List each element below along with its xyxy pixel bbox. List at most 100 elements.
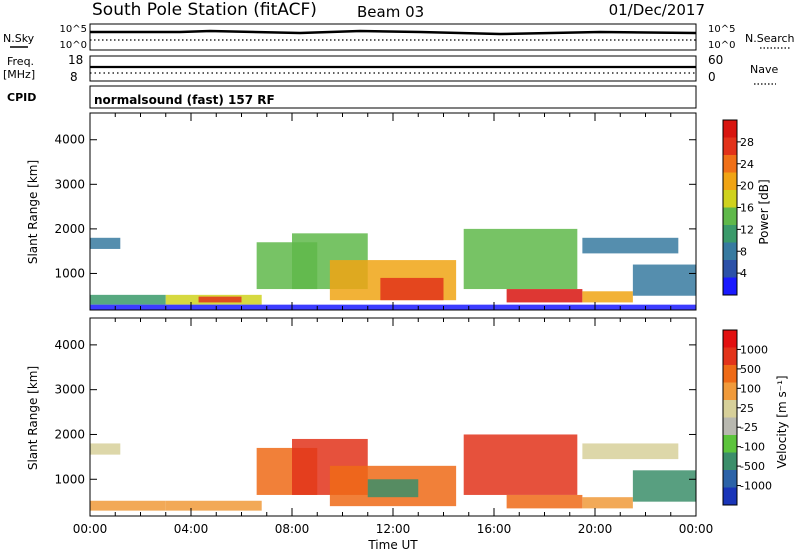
power-colorbar: 28 24 20 16 12 8 4 [722, 119, 754, 296]
colorbar-tick-label: -1000 [740, 480, 772, 493]
power-echo-block [90, 294, 166, 305]
colorbar-tick-label: 16 [740, 202, 754, 215]
time-tick-label: 00:00 [679, 522, 714, 536]
colorbar-tick-label: -25 [740, 421, 758, 434]
power-echo-block [582, 237, 679, 254]
velocity-echo-block [582, 443, 679, 460]
colorbar-tick-label: 24 [740, 158, 754, 171]
colorbar-tick-label: 20 [740, 180, 754, 193]
velocity-echo-block [367, 479, 419, 498]
velocity-ytick-label: 1000 [54, 472, 85, 486]
colorbar-swatch [723, 207, 737, 226]
colorbar-tick-label: 8 [740, 245, 747, 258]
nsearch-label: N.Search [745, 32, 795, 45]
colorbar-swatch [723, 400, 737, 418]
velocity-echo-block [506, 494, 583, 509]
velocity-ylabel: Slant Range [km] [26, 366, 40, 470]
date-label: 01/Dec/2017 [609, 1, 705, 19]
power-echo-block [506, 289, 583, 303]
velocity-panel: 4000 3000 2000 1000 Slant Range [km] [26, 317, 697, 517]
colorbar-swatch [723, 470, 737, 488]
cpid-panel: CPID normalsound (fast) 157 RF [7, 85, 697, 109]
nave-tick-bottom: 0 [708, 70, 716, 84]
power-ytick-label: 4000 [54, 133, 85, 147]
velocity-colorbar-label: Velocity [m s⁻¹] [775, 375, 789, 468]
nsky-label: N.Sky [3, 32, 35, 45]
freq-unit: [MHz] [3, 68, 35, 81]
colorbar-swatch [723, 487, 737, 506]
colorbar-swatch [723, 155, 737, 173]
freq-label: Freq. [7, 55, 34, 68]
nsearch-tick-top: 10^5 [708, 24, 735, 35]
nsky-tick-bottom: 10^0 [60, 40, 87, 51]
velocity-echo-block [90, 443, 121, 455]
velocity-echo-block [632, 470, 696, 502]
colorbar-swatch [723, 365, 737, 383]
colorbar-tick-label: 500 [740, 363, 761, 376]
station-title: South Pole Station (fitACF) [92, 0, 317, 20]
freq-panel: Freq. [MHz] 18 8 60 0 Nave [3, 53, 778, 85]
colorbar-frame [722, 329, 738, 506]
power-ytick-label: 2000 [54, 222, 85, 236]
velocity-ytick-label: 4000 [54, 338, 85, 352]
colorbar-swatch [723, 242, 737, 261]
velocity-ytick-label: 2000 [54, 427, 85, 441]
power-panel: 4000 3000 2000 1000 Slant Range [km] [26, 112, 697, 311]
time-axis-label: Time UT [367, 538, 418, 552]
colorbar-tick-label: 100 [740, 382, 761, 395]
colorbar-swatch [723, 225, 737, 243]
power-echo-block [90, 237, 121, 249]
colorbar-swatch [723, 435, 737, 453]
time-tick-label: 04:00 [174, 522, 209, 536]
time-tick-label: 00:00 [73, 522, 108, 536]
cpid-label: CPID [7, 91, 36, 104]
velocity-echo-block [582, 497, 633, 509]
colorbar-swatch [723, 277, 737, 296]
nsky-panel: N.Sky 10^5 10^0 10^5 10^0 N.Search [3, 23, 795, 51]
colorbar-swatch [723, 347, 737, 366]
colorbar-swatch [723, 260, 737, 278]
beam-label: Beam 03 [357, 3, 424, 21]
power-echo-block [198, 296, 242, 303]
colorbar-swatch [723, 330, 737, 348]
freq-tick-top: 18 [68, 53, 83, 67]
power-echo-block [582, 291, 633, 303]
nave-tick-top: 60 [708, 53, 723, 67]
velocity-colorbar: 1000 500 100 25 -25 -100 -500 -1000 [722, 329, 772, 506]
time-axis: 00:00 04:00 08:00 12:00 16:00 20:00 00:00 [73, 522, 714, 536]
cpid-value: normalsound (fast) 157 RF [94, 93, 275, 107]
power-echo-block [380, 277, 444, 301]
colorbar-swatch [723, 137, 737, 156]
power-echo-block [632, 264, 696, 296]
time-tick-label: 12:00 [376, 522, 411, 536]
colorbar-swatch [723, 417, 737, 436]
colorbar-swatch [723, 452, 737, 471]
freq-tick-bottom: 8 [70, 70, 78, 84]
velocity-ytick-label: 3000 [54, 383, 85, 397]
colorbar-tick-label: -100 [740, 441, 765, 454]
time-tick-label: 20:00 [578, 522, 613, 536]
colorbar-tick-label: 12 [740, 223, 754, 236]
velocity-echo-block [165, 500, 262, 511]
colorbar-tick-label: 28 [740, 136, 754, 149]
colorbar-tick-label: 4 [740, 267, 747, 280]
colorbar-swatch [723, 120, 737, 138]
colorbar-swatch [723, 172, 737, 191]
colorbar-swatch [723, 382, 737, 401]
power-echo-block [463, 228, 578, 290]
power-ytick-label: 3000 [54, 177, 85, 191]
velocity-echo-block [463, 434, 578, 495]
nsky-tick-top: 10^5 [60, 24, 87, 35]
time-tick-label: 08:00 [275, 522, 310, 536]
power-colorbar-label: Power [dB] [757, 179, 771, 244]
nsearch-tick-bottom: 10^0 [708, 40, 735, 51]
power-ytick-label: 1000 [54, 266, 85, 280]
power-ylabel: Slant Range [km] [26, 160, 40, 264]
colorbar-tick-label: -500 [740, 460, 765, 473]
colorbar-swatch [723, 190, 737, 208]
colorbar-tick-label: 25 [740, 402, 754, 415]
colorbar-tick-label: 1000 [740, 343, 768, 356]
time-tick-label: 16:00 [477, 522, 512, 536]
velocity-echo-block [90, 500, 166, 511]
